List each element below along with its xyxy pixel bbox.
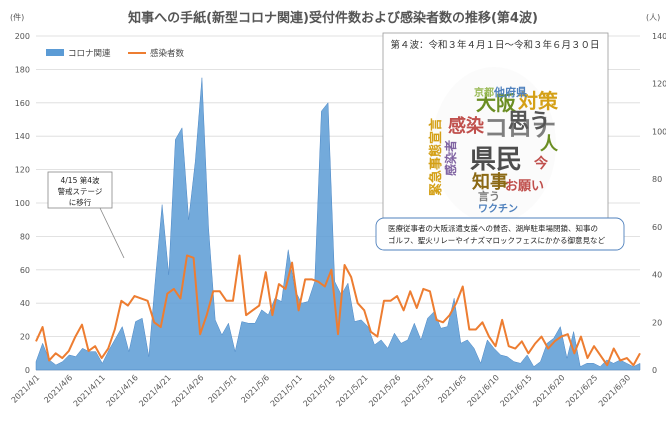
- right-tick-label: 60: [652, 223, 662, 232]
- cloud-word-kinkyu: 緊急事態宣言: [428, 118, 444, 196]
- opinion-callout-line-1: 医療従事者の大阪派遣支援への賛否、湖岸駐車場閉鎖、知事の: [388, 223, 598, 233]
- left-tick-label: 140: [15, 132, 30, 141]
- stage-callout-line-2: 警戒ステージ: [58, 186, 103, 196]
- right-tick-label: 0: [652, 366, 657, 375]
- left-axis-unit: (件): [10, 12, 24, 22]
- cloud-word-kansensha: 感染者: [443, 140, 458, 176]
- stage-callout-line-3: に移行: [69, 197, 92, 207]
- line-series-layer: [35, 254, 641, 367]
- cloud-word-iu: 言う: [478, 189, 500, 203]
- left-axis-ticks: 0 20 40 60 80 100 120 140 160 180 200: [15, 32, 30, 375]
- legend-label-line: 感染者数: [150, 48, 185, 59]
- cloud-word-kyoto: 京都: [474, 86, 494, 99]
- opinion-callout-box: [375, 217, 625, 251]
- left-tick-label: 120: [15, 166, 30, 175]
- opinion-callout: 医療従事者の大阪派遣支援への賛否、湖岸駐車場閉鎖、知事の ゴルフ、聖火リレーやイ…: [375, 217, 625, 251]
- legend-swatch-area: [46, 49, 64, 56]
- stage-callout-box: [47, 171, 113, 209]
- stage-callout-pointer: [99, 207, 125, 259]
- stage-callout-line-1: 4/15 第4波: [61, 175, 100, 185]
- left-tick-label: 100: [15, 199, 30, 208]
- right-axis-ticks: 0 20 40 60 80 100 120 140: [652, 32, 666, 375]
- cloud-word-onegai: お願い: [505, 179, 544, 194]
- cloud-word-vaccine: ワクチン: [478, 203, 518, 215]
- right-tick-label: 40: [652, 271, 662, 280]
- left-tick-label: 0: [25, 366, 30, 375]
- chart-title: 知事への手紙(新型コロナ関連)受付件数および感染者数の推移(第4波): [128, 10, 538, 26]
- cloud-word-kansen: 感染: [448, 115, 485, 137]
- word-cloud-panel: 第４波：令和３年４月１日～令和３年６月３０日 大阪 対策 コロナ 思う 県民 知…: [382, 32, 609, 236]
- cloud-word-omou: 思う: [508, 109, 550, 133]
- cloud-word-ima: 今: [533, 155, 548, 172]
- right-tick-label: 20: [652, 318, 662, 327]
- opinion-callout-line-2: ゴルフ、聖火リレーやイナズマロックフェスにかかる御意見など: [388, 235, 606, 245]
- cloud-word-taisaku: 対策: [517, 89, 559, 113]
- legend: コロナ関連 感染者数: [46, 48, 185, 59]
- cloud-word-kenmin: 県民: [470, 145, 522, 175]
- right-axis-unit: (人): [646, 13, 660, 22]
- word-cloud-shape: [432, 67, 556, 223]
- left-tick-label: 60: [20, 266, 30, 275]
- left-tick-label: 20: [20, 333, 30, 342]
- legend-label-area: コロナ関連: [68, 48, 111, 59]
- left-tick-label: 200: [15, 32, 30, 41]
- right-tick-label: 120: [652, 80, 666, 89]
- cloud-word-corona: コロナ: [484, 114, 556, 142]
- right-tick-label: 140: [652, 32, 666, 41]
- line-series-path: [35, 254, 641, 367]
- cloud-word-tafuken: 他府県: [493, 85, 527, 99]
- cloud-word-osaka: 大阪: [476, 91, 517, 115]
- left-tick-label: 40: [20, 299, 30, 308]
- right-tick-label: 80: [652, 175, 662, 184]
- word-cloud-title: 第４波：令和３年４月１日～令和３年６月３０日: [390, 39, 599, 51]
- left-tick-label: 180: [15, 65, 30, 74]
- right-tick-label: 100: [652, 127, 666, 136]
- cloud-word-chiji: 知事: [472, 171, 508, 193]
- cloud-word-hito: 人: [540, 134, 559, 155]
- left-tick-label: 80: [20, 232, 30, 241]
- stage-callout: 4/15 第4波 警戒ステージ に移行: [47, 171, 125, 259]
- left-tick-label: 160: [15, 99, 30, 108]
